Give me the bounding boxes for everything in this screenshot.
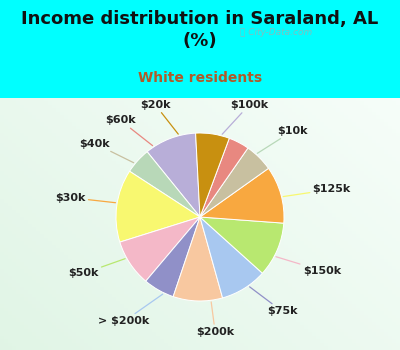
- Text: $150k: $150k: [276, 257, 341, 276]
- Text: $200k: $200k: [196, 302, 234, 337]
- Wedge shape: [200, 217, 262, 298]
- Text: White residents: White residents: [138, 71, 262, 85]
- Text: $30k: $30k: [55, 193, 116, 203]
- Text: > $200k: > $200k: [98, 294, 163, 326]
- Text: $125k: $125k: [283, 184, 351, 197]
- Text: $100k: $100k: [222, 100, 268, 134]
- Wedge shape: [200, 148, 268, 217]
- Text: $60k: $60k: [105, 116, 152, 146]
- Text: Income distribution in Saraland, AL
(%): Income distribution in Saraland, AL (%): [21, 10, 379, 50]
- Wedge shape: [147, 133, 200, 217]
- Wedge shape: [146, 217, 200, 296]
- Text: $50k: $50k: [68, 259, 125, 278]
- Wedge shape: [116, 171, 200, 242]
- Wedge shape: [200, 138, 248, 217]
- Wedge shape: [130, 152, 200, 217]
- Text: $10k: $10k: [257, 126, 308, 153]
- Text: $75k: $75k: [250, 287, 298, 316]
- Text: ⓘ City-Data.com: ⓘ City-Data.com: [240, 28, 312, 37]
- Wedge shape: [120, 217, 200, 281]
- Wedge shape: [200, 168, 284, 223]
- Text: $40k: $40k: [80, 139, 134, 163]
- Wedge shape: [196, 133, 229, 217]
- Text: $20k: $20k: [140, 100, 178, 134]
- Wedge shape: [200, 217, 284, 273]
- Wedge shape: [173, 217, 222, 301]
